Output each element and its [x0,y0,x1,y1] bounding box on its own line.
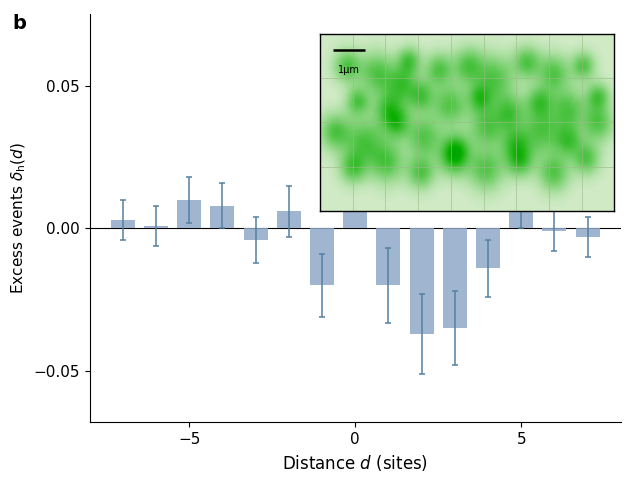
Bar [509,205,533,228]
Bar [376,228,401,286]
Text: b: b [13,14,27,34]
Bar [277,211,301,228]
Bar [211,205,234,228]
Bar [575,228,600,237]
Bar [144,226,168,228]
Bar [410,228,433,334]
Bar [343,77,367,228]
Text: 1μm: 1μm [338,65,360,75]
Bar [111,220,135,228]
Bar [476,228,500,268]
Bar [310,228,334,286]
X-axis label: Distance $d$ (sites): Distance $d$ (sites) [282,453,428,473]
Bar [177,200,201,228]
Bar [244,228,268,240]
Bar [443,228,467,328]
Y-axis label: Excess events $\delta_{\rm h}(d)$: Excess events $\delta_{\rm h}(d)$ [10,143,28,294]
Bar [543,228,566,231]
